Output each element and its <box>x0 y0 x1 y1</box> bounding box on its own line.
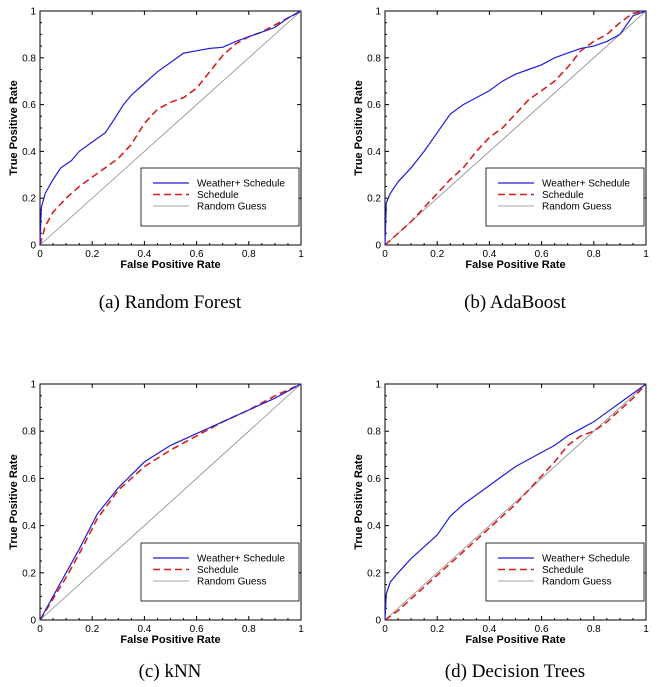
x-tick-label: 0.2 <box>85 624 99 635</box>
x-tick-label: 0.6 <box>535 249 549 260</box>
y-axis-label: True Positive Rate <box>8 80 20 175</box>
y-tick-label: 1 <box>375 7 381 18</box>
series-line-random-guess <box>39 383 302 621</box>
x-tick-label: 0.6 <box>190 624 204 635</box>
legend-box <box>140 542 300 602</box>
y-axis-label: True Positive Rate <box>8 454 20 549</box>
x-tick-label: 0 <box>382 624 388 635</box>
series-line-schedule <box>384 10 647 246</box>
y-tick-label: 0 <box>375 616 381 627</box>
y-tick-label: 1 <box>30 7 36 18</box>
legend-label: Random Guess <box>542 577 611 588</box>
series-line-weather-schedule <box>384 10 647 246</box>
y-tick-label: 0.2 <box>22 568 36 579</box>
chart-panel-2: 0 0.2 0.4 0.6 0.8 1 0 0.2 0.4 0.6 0.8 1 False Positi… <box>353 7 649 314</box>
x-axis-label: False Positive Rate <box>120 634 220 646</box>
legend-label: Random Guess <box>197 202 266 213</box>
legend-label: Weather+ Schedule <box>197 179 285 190</box>
panel-caption: (a) Random Forest <box>99 292 242 313</box>
x-tick-label: 0.8 <box>587 249 601 260</box>
y-tick-label: 0.2 <box>367 568 381 579</box>
x-tick-label: 0.2 <box>430 249 444 260</box>
series-line-random-guess <box>39 10 302 246</box>
y-axis-label: True Positive Rate <box>353 80 365 175</box>
x-tick-label: 1 <box>643 249 649 260</box>
legend-box <box>140 167 300 227</box>
y-tick-label: 0.4 <box>22 147 36 158</box>
legend-label: Schedule <box>197 565 239 576</box>
legend-label: Schedule <box>197 190 239 201</box>
panel-caption: (c) kNN <box>139 661 202 682</box>
x-tick-label: 0.4 <box>482 249 496 260</box>
x-axis-label: False Positive Rate <box>465 634 565 646</box>
y-tick-label: 0.6 <box>22 100 36 111</box>
y-tick-label: 0.8 <box>367 427 381 438</box>
legend-label: Schedule <box>542 190 584 201</box>
y-axis-label: True Positive Rate <box>353 454 365 549</box>
series-line-weather-schedule <box>384 383 647 621</box>
series-line-random-guess <box>384 10 647 246</box>
y-tick-label: 0 <box>375 241 381 252</box>
x-tick-label: 0.4 <box>482 624 496 635</box>
y-tick-label: 0.6 <box>22 474 36 485</box>
x-tick-label: 1 <box>298 249 304 260</box>
x-tick-label: 0 <box>382 249 388 260</box>
x-tick-label: 0.6 <box>535 624 549 635</box>
y-tick-label: 0 <box>30 616 36 627</box>
x-tick-label: 0.4 <box>137 624 151 635</box>
y-tick-label: 0.6 <box>367 100 381 111</box>
legend-box <box>485 542 645 602</box>
x-tick-label: 0.8 <box>587 624 601 635</box>
y-tick-label: 1 <box>375 380 381 391</box>
x-tick-label: 0 <box>37 624 43 635</box>
x-tick-label: 1 <box>298 624 304 635</box>
y-tick-label: 0 <box>30 241 36 252</box>
x-axis-label: False Positive Rate <box>465 259 565 271</box>
y-tick-label: 1 <box>30 380 36 391</box>
x-tick-label: 0.4 <box>137 249 151 260</box>
y-tick-label: 0.8 <box>367 53 381 64</box>
legend-label: Weather+ Schedule <box>542 179 630 190</box>
legend-box <box>485 167 645 227</box>
y-tick-label: 0.4 <box>22 521 36 532</box>
x-tick-label: 0.6 <box>190 249 204 260</box>
x-tick-label: 0.8 <box>242 249 256 260</box>
x-tick-label: 0 <box>37 249 43 260</box>
legend-label: Random Guess <box>197 577 266 588</box>
y-tick-label: 0.4 <box>367 147 381 158</box>
x-tick-label: 0.8 <box>242 624 256 635</box>
legend-label: Weather+ Schedule <box>197 554 285 565</box>
series-line-schedule <box>39 383 302 621</box>
x-tick-label: 0.2 <box>430 624 444 635</box>
x-tick-label: 1 <box>643 624 649 635</box>
panel-caption: (b) AdaBoost <box>464 292 567 313</box>
y-tick-label: 0.6 <box>367 474 381 485</box>
legend-label: Schedule <box>542 565 584 576</box>
y-tick-label: 0.8 <box>22 53 36 64</box>
legend-label: Weather+ Schedule <box>542 554 630 565</box>
series-line-random-guess <box>384 383 647 621</box>
chart-panel-4: 0 0.2 0.4 0.6 0.8 1 0 0.2 0.4 0.6 0.8 1 False Positi… <box>353 380 649 683</box>
y-tick-label: 0.2 <box>367 194 381 205</box>
y-tick-label: 0.4 <box>367 521 381 532</box>
y-tick-label: 0.8 <box>22 427 36 438</box>
panel-caption: (d) Decision Trees <box>445 661 585 682</box>
series-line-weather-schedule <box>39 10 302 246</box>
series-line-schedule <box>384 383 647 621</box>
chart-panel-3: 0 0.2 0.4 0.6 0.8 1 0 0.2 0.4 0.6 0.8 1 False Positi… <box>8 380 304 683</box>
legend-label: Random Guess <box>542 202 611 213</box>
y-tick-label: 0.2 <box>22 194 36 205</box>
chart-panel-1: 0 0.2 0.4 0.6 0.8 1 0 0.2 0.4 0.6 0.8 1 False Positi… <box>8 7 304 314</box>
x-tick-label: 0.2 <box>85 249 99 260</box>
series-line-weather-schedule <box>39 383 302 621</box>
x-axis-label: False Positive Rate <box>120 259 220 271</box>
